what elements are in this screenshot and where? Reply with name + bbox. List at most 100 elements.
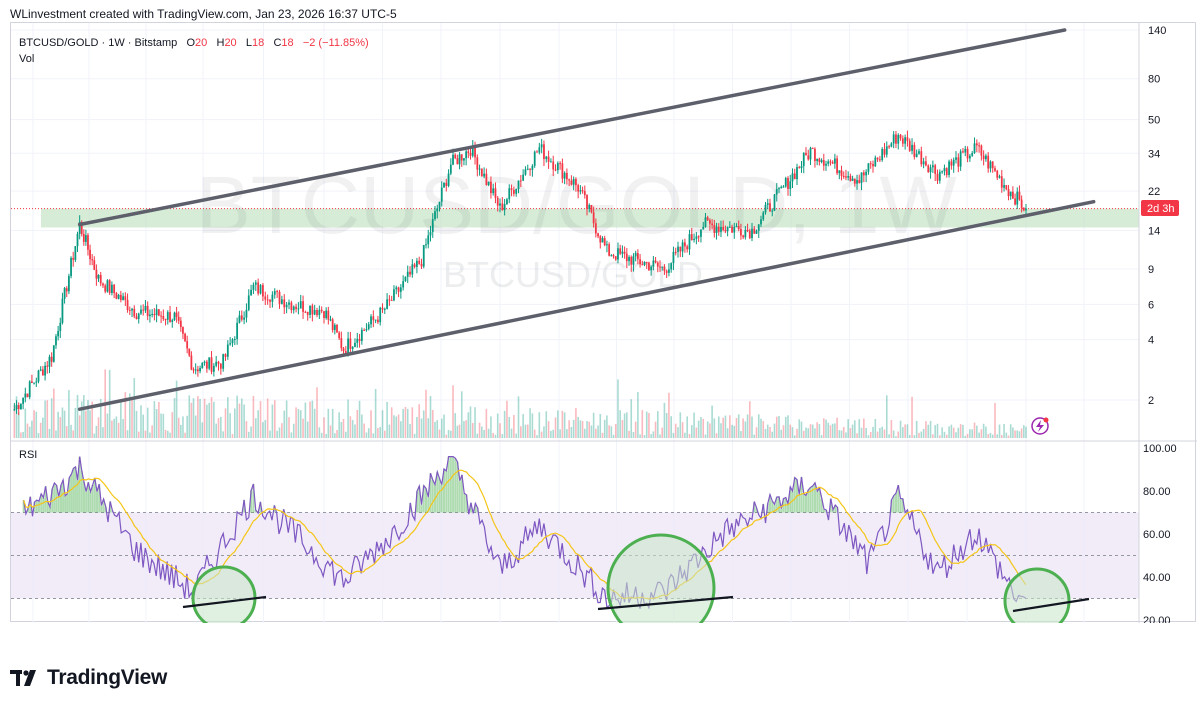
volume-bar <box>227 397 229 438</box>
symbol-info[interactable]: BTCUSD/GOLD · 1W · Bitstamp <box>19 37 178 49</box>
volume-bar <box>262 422 264 438</box>
candle-body <box>885 146 888 155</box>
candle-body <box>831 162 834 164</box>
volume-bar <box>769 426 771 438</box>
volume-bar <box>906 424 909 438</box>
candle-body <box>33 382 35 384</box>
trend-channel[interactable] <box>77 28 1096 411</box>
volume-bar <box>192 398 195 438</box>
candle-body <box>59 322 62 332</box>
price-candles[interactable] <box>13 130 1027 416</box>
volume-bar <box>266 398 269 438</box>
tradingview-logo[interactable]: TradingView <box>10 666 167 690</box>
volume-bar <box>897 431 900 438</box>
rsi-pane[interactable] <box>11 440 1197 623</box>
volume-bar <box>577 416 579 438</box>
volume-bar <box>177 417 180 438</box>
candle-body <box>800 166 803 169</box>
candle-body <box>594 223 597 234</box>
candle-body <box>634 253 637 257</box>
volume-bar <box>1003 423 1005 438</box>
candle-body <box>702 226 705 230</box>
candle-body <box>847 176 850 178</box>
chart-canvas[interactable]: BTCUSD/GOLD, 1W BTCUSD/GOLD 246914223450… <box>11 23 1197 623</box>
volume-bar <box>621 420 624 438</box>
candle-body <box>496 197 499 206</box>
volume-bar <box>78 415 81 438</box>
candle-body <box>715 226 718 233</box>
candle-body <box>652 260 655 267</box>
volume-bar <box>847 419 849 438</box>
volume-bar <box>443 414 445 438</box>
volume-bar <box>151 425 153 438</box>
candle-body <box>250 289 252 296</box>
candle-body <box>393 289 395 301</box>
volume-bar <box>31 420 33 438</box>
volume-bar <box>316 387 318 438</box>
volume-bar <box>762 421 765 438</box>
volume-bar <box>773 423 776 438</box>
candle-body <box>273 291 276 295</box>
candle-body <box>975 143 978 146</box>
candle-body <box>137 313 140 319</box>
candle-body <box>711 223 714 225</box>
candle-body <box>320 309 323 312</box>
volume-bar <box>964 435 967 438</box>
candle-body <box>901 138 904 144</box>
candle-body <box>1011 191 1014 199</box>
chart-frame[interactable]: BTCUSD/GOLD, 1W BTCUSD/GOLD 2 4 6 9 14 22 34 50… <box>10 22 1197 623</box>
volume-bar <box>610 426 613 438</box>
volume-bar <box>494 434 497 438</box>
candle-body <box>929 167 932 173</box>
candle-body <box>872 164 874 167</box>
candle-body <box>659 266 661 268</box>
volume-legend[interactable]: Vol <box>19 53 35 65</box>
support-zone-rect <box>41 208 1139 228</box>
candle-body <box>782 186 785 188</box>
candle-body <box>945 168 948 176</box>
candle-body <box>365 329 368 331</box>
event-icon[interactable] <box>1031 417 1049 435</box>
candle-body <box>162 316 165 320</box>
candle-body <box>811 147 814 149</box>
volume-bar <box>184 432 186 438</box>
volume-bar <box>306 421 309 438</box>
volume-bar <box>510 428 513 438</box>
candle-body <box>438 201 441 209</box>
volume-bar <box>460 391 463 438</box>
volume-bar <box>199 399 201 438</box>
symbol-legend[interactable]: BTCUSD/GOLD · 1W · Bitstamp O20 H20 L18 … <box>19 37 369 49</box>
candle-body <box>809 147 812 160</box>
volume-bar <box>220 416 222 438</box>
candle-body <box>773 194 776 211</box>
candle-body <box>1018 191 1021 200</box>
volume-bar <box>311 400 314 438</box>
volume-bar <box>180 424 182 438</box>
volume-bar <box>1023 425 1025 438</box>
candle-body <box>610 255 613 257</box>
candle-body <box>133 308 136 317</box>
candle-body <box>20 403 22 409</box>
candle-body <box>358 338 361 341</box>
volume-bar <box>641 410 644 438</box>
rsi-legend[interactable]: RSI <box>19 449 38 461</box>
volume-bar <box>133 378 136 438</box>
volume-bar <box>122 418 124 438</box>
volume-bar <box>623 413 626 438</box>
volume-bar <box>171 412 174 438</box>
volume-bar <box>236 395 238 438</box>
volume-bar <box>842 426 845 438</box>
volume-bar <box>252 395 255 438</box>
volume-bar <box>863 418 865 438</box>
volume-bar <box>922 428 925 438</box>
candle-body <box>271 294 274 302</box>
volume-bar <box>632 431 635 438</box>
candle-body <box>434 211 436 220</box>
volume-bar <box>113 418 115 438</box>
candle-body <box>397 287 400 292</box>
candle-body <box>654 260 657 263</box>
flash-dot <box>1043 417 1049 423</box>
candle-body <box>753 228 756 234</box>
candle-body <box>318 309 321 316</box>
candle-body <box>471 145 474 156</box>
